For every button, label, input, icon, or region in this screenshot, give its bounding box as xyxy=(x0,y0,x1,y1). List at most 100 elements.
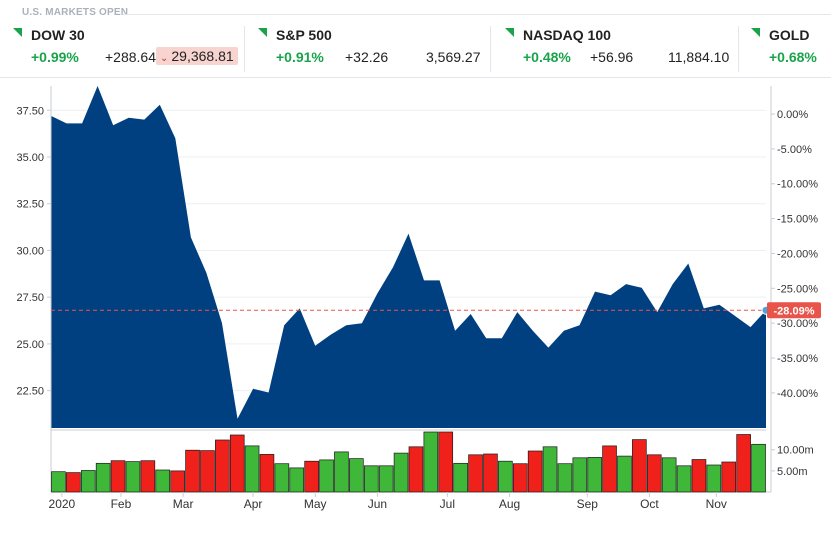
price-volume-chart: 22.50 25.00 27.50 30.00 32.50 35.00 37.50 0.00… xyxy=(16,86,821,511)
current-pct-badge xyxy=(767,302,821,319)
quote-divider xyxy=(490,26,491,72)
volume-bar xyxy=(542,446,558,493)
volume-bar xyxy=(185,449,200,493)
x-axis-labels: 2020 Feb Mar Apr May Jun Jul Aug Sep Oct Nov xyxy=(49,492,727,511)
volume-bar xyxy=(572,457,588,493)
volume-bar xyxy=(66,472,81,493)
markets-ticker-bar: U.S. MARKETS OPEN DOW 30 +0.99% +288.64 … xyxy=(0,0,831,78)
y2-tick-label: -30.00% xyxy=(777,318,818,330)
up-arrow-icon xyxy=(751,28,760,37)
volume-bar xyxy=(602,445,617,493)
quote-last-price: ⌄ 29,368.81 xyxy=(156,47,238,65)
volume-bar xyxy=(721,461,737,493)
quote-name: NASDAQ 100 xyxy=(523,27,611,43)
quote-percent-change: +0.68% xyxy=(769,49,817,65)
volume-bar xyxy=(140,460,156,493)
volume-tick-label: 5.00m xyxy=(777,466,808,478)
volume-bar xyxy=(259,454,275,493)
quote-name: DOW 30 xyxy=(31,27,85,43)
volume-bar xyxy=(304,460,319,493)
volume-bar xyxy=(646,454,662,493)
x-tick-label: Oct xyxy=(640,497,659,511)
volume-bar xyxy=(95,462,111,493)
y2-tick-label: -20.00% xyxy=(777,248,818,260)
volume-bar xyxy=(587,457,603,493)
x-tick-label: Jul xyxy=(440,497,455,511)
price-area xyxy=(51,86,766,428)
quote-name: S&P 500 xyxy=(276,27,332,43)
quote-last-value: 29,368.81 xyxy=(171,48,234,64)
x-tick-label: Feb xyxy=(111,497,132,511)
y-axis-labels: 22.50 25.00 27.50 30.00 32.50 35.00 37.50 xyxy=(16,105,51,398)
volume-bar xyxy=(215,439,230,493)
volume-bar xyxy=(125,461,141,493)
volume-bar xyxy=(289,467,305,493)
volume-bar xyxy=(244,445,260,493)
y-tick-label: 32.50 xyxy=(16,199,44,211)
volume-bar xyxy=(557,463,573,493)
volume-bar xyxy=(229,434,245,493)
volume-bar xyxy=(51,471,66,493)
volume-bar xyxy=(438,431,454,493)
volume-bar xyxy=(200,450,215,493)
quote-divider xyxy=(738,26,739,72)
y-tick-label: 22.50 xyxy=(16,386,44,398)
quote-percent-change: +0.48% xyxy=(523,49,571,65)
quote-sp500[interactable]: S&P 500 +0.91% +32.26 3,569.27 xyxy=(258,24,486,70)
y2-tick-label: -35.00% xyxy=(777,353,818,365)
y2-tick-label: -10.00% xyxy=(777,179,818,191)
volume-bar xyxy=(706,464,722,493)
volume-bar xyxy=(661,457,677,493)
x-tick-label: Nov xyxy=(706,497,727,511)
quote-divider xyxy=(244,26,245,72)
volume-bar xyxy=(274,463,290,493)
ticker-bottom-divider xyxy=(0,77,831,78)
volume-bar xyxy=(498,460,513,493)
up-arrow-icon xyxy=(258,28,267,37)
volume-tick-label: 10.00m xyxy=(777,445,814,457)
volume-bar xyxy=(453,462,468,493)
markets-status-label: U.S. MARKETS OPEN xyxy=(22,7,129,18)
volume-bar xyxy=(393,452,409,493)
quote-last-price: 3,569.27 xyxy=(426,49,481,65)
x-tick-label: May xyxy=(304,497,327,511)
x-tick-label: Jun xyxy=(368,497,387,511)
volume-bar xyxy=(527,450,543,493)
volume-bar xyxy=(349,458,364,493)
quote-percent-change: +0.99% xyxy=(31,49,79,65)
volume-bar xyxy=(632,439,647,493)
volume-bar xyxy=(110,460,126,493)
volume-bar xyxy=(423,431,439,493)
quote-gold[interactable]: GOLD +0.68% xyxy=(751,24,831,70)
quote-percent-change: +0.91% xyxy=(276,49,324,65)
volume-bar xyxy=(80,470,96,493)
y-tick-label: 37.50 xyxy=(16,105,44,117)
y2-tick-label: -25.00% xyxy=(777,283,818,295)
volume-bars xyxy=(51,431,766,493)
y2-tick-label: -5.00% xyxy=(777,144,812,156)
quote-nasdaq100[interactable]: NASDAQ 100 +0.48% +56.96 11,884.10 xyxy=(505,24,733,70)
volume-bar xyxy=(378,465,394,493)
volume-axis-labels: 10.00m 5.00m xyxy=(771,445,814,478)
volume-bar xyxy=(155,469,171,493)
y-tick-label: 30.00 xyxy=(16,245,44,257)
volume-bar xyxy=(408,446,424,493)
volume-bar xyxy=(319,459,334,493)
quote-point-change: +288.64 xyxy=(105,49,156,65)
header-divider xyxy=(123,14,831,15)
volume-bar xyxy=(483,453,498,493)
volume-bar xyxy=(170,470,185,493)
quote-dow[interactable]: DOW 30 +0.99% +288.64 ⌄ 29,368.81 xyxy=(13,24,241,70)
volume-bar xyxy=(676,465,692,493)
volume-bar xyxy=(691,459,707,493)
chevron-down-icon: ⌄ xyxy=(160,53,169,64)
volume-bar xyxy=(468,454,483,493)
volume-bar xyxy=(334,451,349,493)
y-tick-label: 35.00 xyxy=(16,152,44,164)
quote-point-change: +56.96 xyxy=(590,49,634,65)
quote-last-price: 11,884.10 xyxy=(668,49,730,65)
current-pct-label: -28.09% xyxy=(774,305,815,317)
y2-tick-label: -15.00% xyxy=(777,214,818,226)
quote-point-change: +32.26 xyxy=(345,49,389,65)
volume-bar xyxy=(512,463,528,493)
